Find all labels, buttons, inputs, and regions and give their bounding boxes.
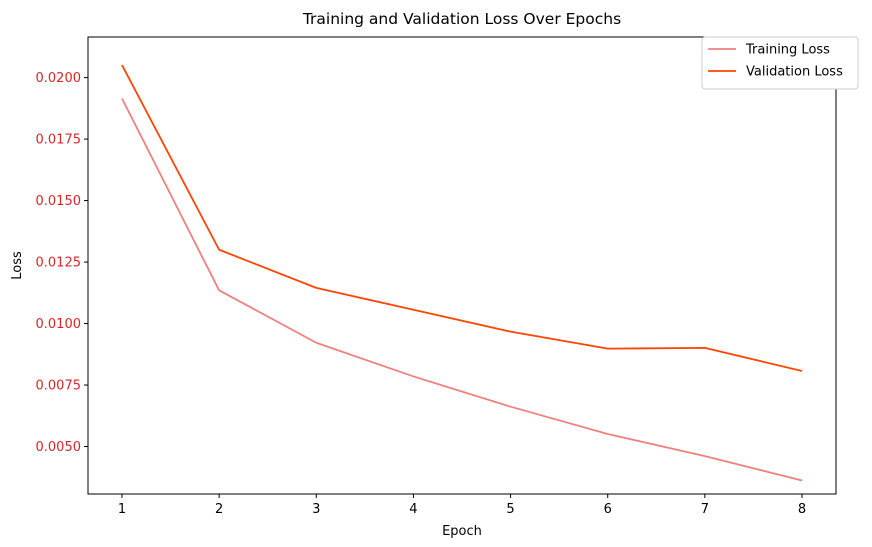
x-tick-label: 6: [604, 502, 612, 517]
x-tick-label: 8: [798, 502, 806, 517]
validation-loss-line: [121, 64, 803, 372]
chart-title: Training and Validation Loss Over Epochs: [302, 10, 621, 28]
x-tick-label: 3: [312, 502, 320, 517]
legend-label: Training Loss: [745, 43, 830, 58]
legend-box: [701, 36, 859, 90]
training-loss-line: [121, 98, 803, 482]
y-tick-label: 0.0175: [36, 133, 82, 148]
y-tick-label: 0.0150: [36, 194, 82, 209]
plot-frame: [87, 36, 837, 495]
legend: Training Loss Validation Loss: [701, 36, 859, 90]
x-tick-label: 1: [118, 502, 126, 517]
legend-label: Validation Loss: [746, 65, 843, 80]
y-tick-label: 0.0200: [36, 71, 82, 86]
y-axis-title: Loss: [10, 251, 25, 280]
x-axis-title: Epoch: [442, 524, 482, 539]
y-tick-label: 0.0100: [36, 317, 82, 332]
x-tick-label: 5: [506, 502, 514, 517]
x-tick-label: 4: [409, 502, 417, 517]
x-tick-label: 2: [215, 502, 223, 517]
y-tick-label: 0.0075: [36, 379, 82, 394]
x-tick-label: 7: [701, 502, 709, 517]
y-tick-label: 0.0050: [36, 440, 82, 455]
ticks-layer: 1 2 3 4 5 6 7 8 0.0050 0.0075 0.0100 0.0125 0.0150 0.…: [36, 71, 807, 517]
y-tick-label: 0.0125: [36, 256, 82, 271]
series-layer: [121, 64, 803, 482]
